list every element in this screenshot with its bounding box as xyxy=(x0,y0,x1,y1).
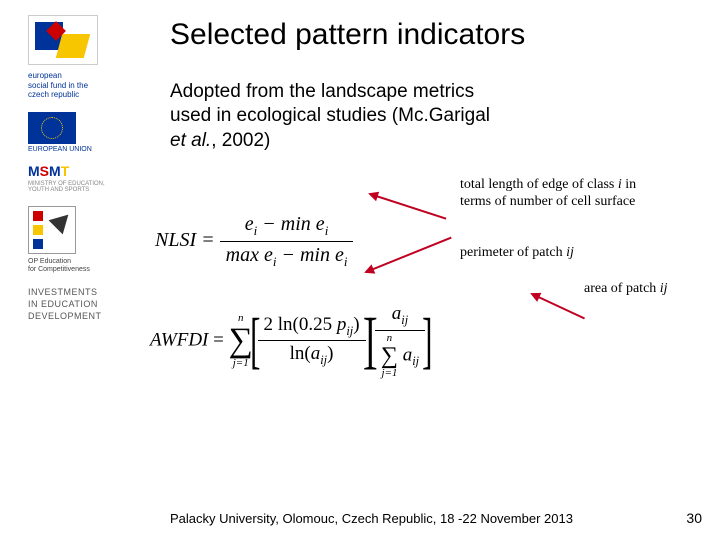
op-edu-label: OP Education for Competitiveness xyxy=(28,258,157,273)
esf-logo-block: european social fund in the czech republ… xyxy=(8,15,157,100)
op-edu-logo xyxy=(28,206,76,254)
slide-title: Selected pattern indicators xyxy=(170,18,695,52)
slide-body: Adopted from the landscape metrics used … xyxy=(170,80,695,153)
esf-logo-graphic xyxy=(28,15,98,65)
msmt-label: MINISTRY OF EDUCATION, YOUTH AND SPORTS xyxy=(28,181,157,194)
slide-content: Selected pattern indicators Adopted from… xyxy=(170,0,710,540)
page-number: 30 xyxy=(686,510,702,526)
investments-label: INVESTMENTS IN EDUCATION DEVELOPMENT xyxy=(28,287,157,322)
slide-footer: Palacky University, Olomouc, Czech Repub… xyxy=(170,511,700,526)
annotation-note-3: area of patch ij xyxy=(584,281,668,297)
nlsi-formula: NLSI = ei − min ei max ei − min ei xyxy=(155,213,353,270)
awfdi-formula: AWFDI = n∑j=1[ 2 ln(0.25 pij) ln(aij) ][… xyxy=(150,303,430,379)
formula-area: NLSI = ei − min ei max ei − min ei total… xyxy=(170,173,695,423)
esf-logo-text: european social fund in the czech republ… xyxy=(28,71,157,100)
annotation-arrow-3 xyxy=(532,293,585,319)
eu-flag-icon xyxy=(28,112,76,144)
annotation-note-1: total length of edge of class i in terms… xyxy=(460,177,670,211)
sidebar-logos: european social fund in the czech republ… xyxy=(0,0,165,540)
msmt-logo: MSMT xyxy=(28,163,157,179)
annotation-note-2: perimeter of patch ij xyxy=(460,245,574,261)
annotation-arrow-2 xyxy=(366,237,452,273)
annotation-arrow-1 xyxy=(370,193,447,220)
eu-flag-label: EUROPEAN UNION xyxy=(28,146,157,153)
